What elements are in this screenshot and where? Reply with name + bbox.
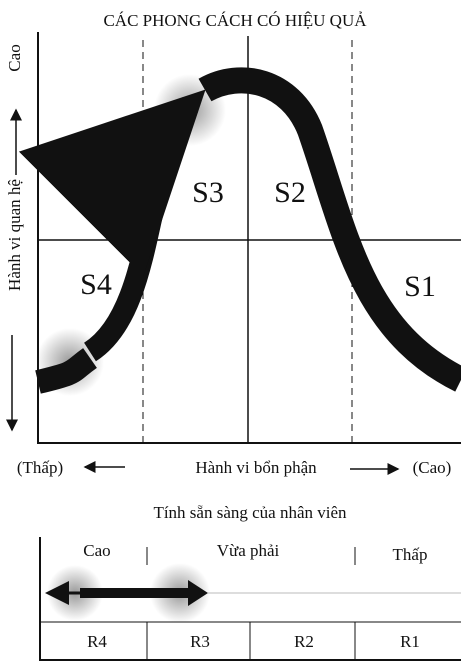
quadrant-label: S1 <box>404 270 436 303</box>
curve <box>18 67 461 396</box>
title: CÁC PHONG CÁCH CÓ HIỆU QUẢ <box>103 11 367 30</box>
quadrant-label: S2 <box>274 176 306 209</box>
readiness-level: Thấp <box>393 545 428 564</box>
readiness-level: Cao <box>83 541 110 560</box>
x-label: Hành vi bổn phận <box>195 458 317 477</box>
readiness-code: R3 <box>190 632 210 651</box>
x-low: (Thấp) <box>17 458 63 477</box>
y-high: Cao <box>5 44 24 71</box>
readiness-frame <box>39 537 461 661</box>
y-label: Hành vi quan hệ <box>5 179 24 291</box>
x-high: (Cao) <box>413 458 452 477</box>
readiness-code: R4 <box>87 632 107 651</box>
quadrant-label: S3 <box>192 176 224 209</box>
readiness-code: R2 <box>294 632 314 651</box>
readiness-arrow <box>45 563 461 623</box>
quadrant-label: S4 <box>80 268 112 301</box>
readiness-code: R1 <box>400 632 420 651</box>
readiness-level: Vừa phải <box>217 541 280 560</box>
readiness-title: Tính sẵn sàng của nhân viên <box>153 503 347 522</box>
